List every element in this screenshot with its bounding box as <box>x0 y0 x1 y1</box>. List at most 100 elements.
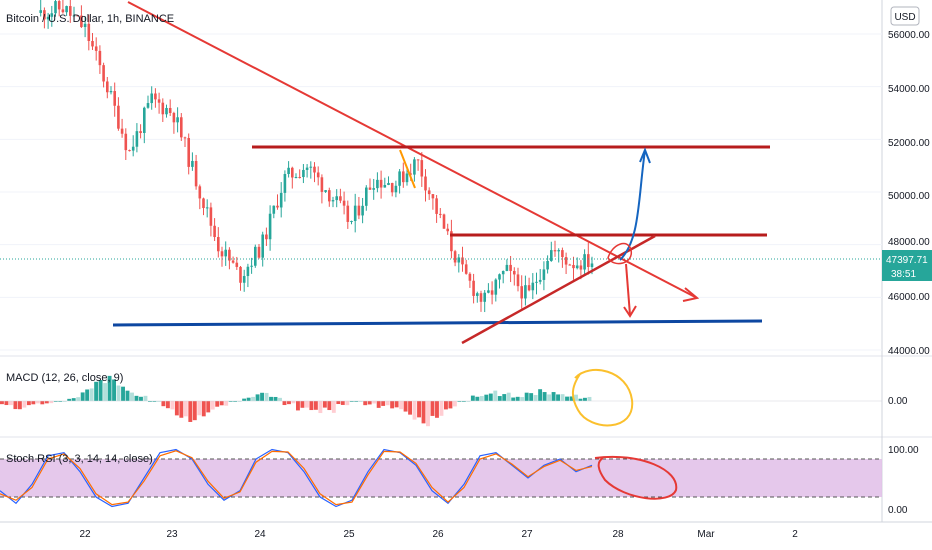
macd-bar <box>107 375 112 401</box>
time-tick: 24 <box>254 529 266 540</box>
macd-yellow-circle <box>572 369 634 427</box>
macd-bar <box>529 393 534 401</box>
macd-bar <box>8 401 13 406</box>
candle-body <box>368 187 372 190</box>
macd-bar <box>85 389 90 401</box>
price-axis[interactable]: 56000.00 54000.00 52000.00 50000.00 4800… <box>888 30 930 357</box>
price-tick: 52000.00 <box>888 138 930 149</box>
descending-trendline[interactable] <box>127 1 698 299</box>
candle-body <box>213 225 216 238</box>
candle-body <box>172 112 176 123</box>
candle-body <box>464 264 468 274</box>
candle-body <box>442 214 446 229</box>
macd-bar <box>242 398 247 401</box>
candle-body <box>420 160 424 177</box>
candle-body <box>435 198 438 214</box>
candle-body <box>450 231 453 252</box>
macd-histogram <box>0 375 882 427</box>
candle-body <box>272 205 276 214</box>
macd-bar <box>372 401 377 404</box>
breakout-up-arrow[interactable] <box>619 149 646 261</box>
price-tick: 44000.00 <box>888 346 930 357</box>
macd-bar <box>130 392 134 401</box>
candle-body <box>320 177 324 192</box>
macd-bar <box>98 380 103 401</box>
candle-body <box>583 254 586 270</box>
macd-bar <box>264 392 269 401</box>
support-line[interactable] <box>112 319 763 327</box>
descending-trendline-arrow-head <box>682 287 700 302</box>
time-axis[interactable]: 22 23 24 25 26 27 28 Mar 2 <box>79 529 798 540</box>
candle-body <box>446 228 449 232</box>
candle-body <box>91 41 94 47</box>
candle-body <box>568 264 572 266</box>
stoch-rsi-tick: 100.00 <box>888 445 919 456</box>
candle-body <box>472 280 475 296</box>
candle-body <box>180 117 183 138</box>
macd-bar <box>183 401 188 417</box>
last-price-tag: 47397.71 38:51 <box>882 250 932 281</box>
macd-bar <box>560 394 565 401</box>
candle-body <box>427 190 431 195</box>
breakdown-arrow[interactable] <box>625 263 631 316</box>
candle-body <box>283 174 287 193</box>
time-tick: 25 <box>343 529 355 540</box>
macd-bar <box>282 401 287 406</box>
candle-body <box>468 273 472 281</box>
candle-body <box>353 205 357 221</box>
macd-bar <box>331 401 336 413</box>
candle-body <box>309 166 313 168</box>
candle-body <box>331 200 335 202</box>
macd-bar <box>219 401 224 406</box>
time-tick: 27 <box>521 529 533 540</box>
currency-button[interactable]: USD <box>890 6 920 26</box>
candle-body <box>413 159 416 175</box>
candle-body <box>579 265 583 270</box>
candle-body <box>457 257 461 263</box>
candle-body <box>176 117 179 123</box>
candle-body <box>265 234 268 240</box>
macd-bar <box>94 381 99 401</box>
macd-bar <box>565 396 569 401</box>
candle-body <box>198 186 202 199</box>
macd-bar <box>421 401 426 424</box>
macd-bar <box>524 392 529 401</box>
candle-body <box>150 93 153 104</box>
macd-bar <box>287 401 291 405</box>
candle-body <box>131 146 135 151</box>
drawings[interactable] <box>112 1 770 500</box>
rising-trendline[interactable] <box>461 234 656 345</box>
candle-body <box>187 138 190 167</box>
candle-body <box>490 290 494 295</box>
macd-bar <box>578 398 583 401</box>
price-tick: 46000.00 <box>888 292 930 303</box>
candle-body <box>231 260 235 263</box>
macd-bar <box>556 394 561 401</box>
candle-body <box>124 133 128 151</box>
macd-bar <box>475 396 480 401</box>
macd-bar <box>466 401 471 402</box>
candle-body <box>109 91 113 93</box>
macd-bar <box>121 386 125 401</box>
candle-body <box>383 184 387 188</box>
candle-body <box>409 173 412 175</box>
macd-bar <box>417 401 421 418</box>
macd-bar <box>26 401 31 406</box>
candle-body <box>224 249 227 257</box>
macd-bar <box>17 401 22 410</box>
candle-body <box>575 265 579 269</box>
macd-bar <box>22 401 27 408</box>
orange-segment <box>399 149 416 189</box>
candle-body <box>113 91 116 106</box>
candle-body <box>453 251 457 263</box>
candle-body <box>268 213 272 240</box>
candle-body <box>235 262 239 267</box>
macd-bar <box>367 401 372 405</box>
macd-bar <box>538 389 543 401</box>
macd-bar <box>291 401 296 404</box>
candle-body <box>298 176 301 178</box>
candle-body <box>376 179 379 189</box>
candle-body <box>279 192 283 208</box>
macd-bar <box>192 401 197 421</box>
